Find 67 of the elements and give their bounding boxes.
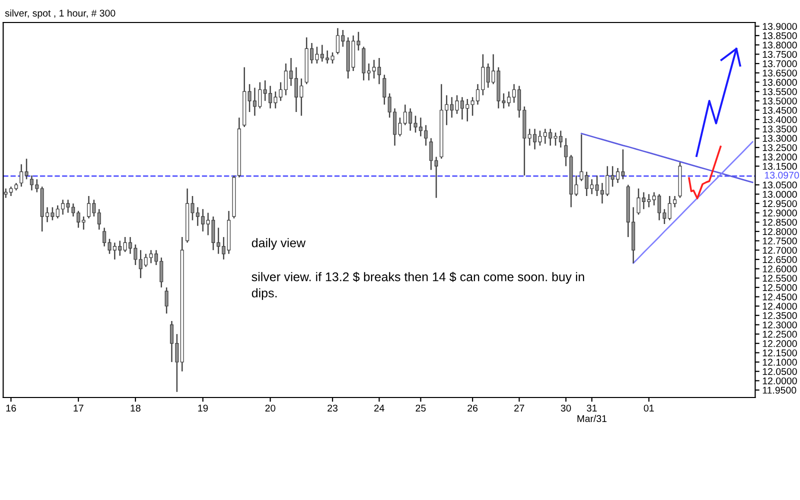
x-tick-label: 17 <box>74 404 84 412</box>
y-tick-label: 13.7000 <box>762 60 797 68</box>
y-tick-label: 12.2500 <box>762 330 797 338</box>
x-tick-label: 25 <box>416 404 426 412</box>
y-tick-label: 12.3000 <box>762 321 797 328</box>
candlestick <box>330 52 334 64</box>
candlestick <box>20 164 24 188</box>
candlestick <box>164 286 168 314</box>
y-tick-label: 12.9500 <box>762 200 797 208</box>
annotation: silver view. if 13.2 $ breaks then 14 $ can come soon. buy in dips. <box>252 272 584 300</box>
x-tick-label: 18 <box>130 404 140 412</box>
y-tick-label: 13.0500 <box>762 182 797 188</box>
y-tick-label: 13.8000 <box>762 42 797 49</box>
y-tick-label: 13.5000 <box>762 98 797 104</box>
y-tick-label: 12.6500 <box>762 256 797 264</box>
candlestick <box>564 138 568 167</box>
y-tick-label: 12.7500 <box>762 238 797 244</box>
y-tick-label: 12.7000 <box>762 246 797 254</box>
x-tick-label: 01 <box>644 404 654 412</box>
y-tick-label: 13.3500 <box>762 126 797 132</box>
candlestick <box>82 216 86 230</box>
y-tick-label: 12.8500 <box>762 218 797 226</box>
y-tick-label: 12.3500 <box>762 312 797 320</box>
y-tick-label: 12.6000 <box>762 266 797 272</box>
y-tick-label: 12.0500 <box>762 368 797 375</box>
chart-title: silver, spot , 1 hour, # 300 <box>5 9 116 19</box>
y-tick-label: 13.4500 <box>762 106 797 114</box>
x-tick-label: 30 <box>560 404 571 412</box>
y-tick-label: 13.5500 <box>762 88 797 96</box>
line-series <box>632 141 754 264</box>
candlestick <box>97 208 101 230</box>
y-tick-label: 12.2000 <box>762 340 797 348</box>
y-tick-label: 13.6000 <box>762 78 797 86</box>
y-tick-label: 11.9500 <box>762 386 796 394</box>
candlestick <box>24 158 28 180</box>
x-tick-label: 24 <box>374 404 384 412</box>
y-tick-label: 12.5000 <box>762 284 797 292</box>
candlestick <box>580 134 584 182</box>
y-tick-label: 13.1500 <box>762 162 797 170</box>
y-tick-label: 13.7500 <box>762 50 797 58</box>
y-tick-label: 13.3000 <box>762 134 797 142</box>
y-tick-label: 12.9000 <box>762 210 797 216</box>
y-tick-label: 12.4500 <box>762 293 797 300</box>
y-tick-label: 13.8500 <box>762 32 797 40</box>
x-tick-label: 27 <box>514 404 524 412</box>
y-tick-label: 12.5500 <box>762 274 797 282</box>
x-tick-label: 19 <box>198 404 208 412</box>
x-tick-label: 20 <box>265 404 276 412</box>
y-tick-label: 13.0000 <box>762 190 797 198</box>
candlestick <box>382 74 386 106</box>
y-tick-label: 13.6500 <box>762 70 797 76</box>
y-tick-label: 12.4000 <box>762 302 797 310</box>
y-tick-label: 13.2000 <box>762 154 797 160</box>
x-tick-label: 23 <box>328 404 338 412</box>
y-tick-label: 13.9000 <box>762 22 797 30</box>
y-tick-label: 12.1000 <box>762 358 797 366</box>
y-tick-label: 12.0000 <box>762 377 797 384</box>
line-series <box>580 132 754 184</box>
annotation: daily view <box>252 238 306 250</box>
y-tick-label: 13.2500 <box>762 144 797 152</box>
ref-line-label: 13.0970 <box>764 172 799 179</box>
x-tick-label: 16 <box>6 404 16 412</box>
y-tick-label: 13.4000 <box>762 116 797 124</box>
x-tick-label: 26 <box>468 404 478 412</box>
y-tick-label: 12.1500 <box>762 349 797 356</box>
y-tick-label: 12.8000 <box>762 228 797 236</box>
x-tick-label: 31 Mar/31 <box>578 404 606 422</box>
